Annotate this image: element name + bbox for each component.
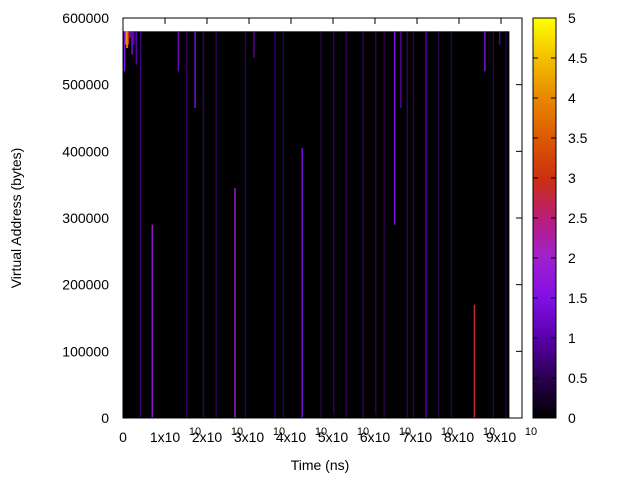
heatmap-stripe bbox=[412, 31, 415, 419]
x-tick-label: 3x10 bbox=[234, 429, 265, 445]
heatmap-stripe bbox=[406, 31, 408, 419]
heatmap-stripe bbox=[129, 31, 131, 38]
x-tick-label: 4x10 bbox=[276, 429, 307, 445]
heatmap-stripe bbox=[400, 31, 402, 108]
y-axis-label: Virtual Address (bytes) bbox=[8, 148, 24, 289]
heatmap-stripe bbox=[438, 31, 440, 419]
x-tick-exponent: 10 bbox=[189, 426, 201, 438]
heatmap-stripe bbox=[282, 31, 284, 419]
x-tick-label: 5x10 bbox=[318, 429, 349, 445]
y-tick-label: 100000 bbox=[62, 343, 109, 359]
heatmap-stripe bbox=[345, 31, 347, 419]
colorbar-ticks: 0 0.5 1 1.5 2 2.5 3 3.5 4 4.5 5 bbox=[533, 10, 588, 426]
heatmap-stripe bbox=[362, 31, 364, 419]
colorbar-tick-label: 2 bbox=[568, 250, 576, 266]
x-tick-exponent: 10 bbox=[441, 426, 453, 438]
heatmap-stripe bbox=[135, 31, 137, 65]
y-tick-label: 300000 bbox=[62, 210, 109, 226]
heatmap-stripe bbox=[186, 31, 188, 419]
heatmap-stripe bbox=[473, 304, 476, 418]
plot-area bbox=[122, 17, 523, 419]
heatmap-stripe bbox=[450, 31, 452, 419]
x-tick-label: 8x10 bbox=[444, 429, 475, 445]
colorbar-tick-label: 1 bbox=[568, 330, 576, 346]
x-tick-label: 6x10 bbox=[360, 429, 391, 445]
y-tick-label: 400000 bbox=[62, 143, 109, 159]
heatmap-stripe bbox=[492, 31, 494, 419]
heatmap-stripe bbox=[505, 31, 507, 419]
x-tick-exponent: 10 bbox=[231, 426, 243, 438]
x-tick-exponent: 10 bbox=[315, 426, 327, 438]
x-tick-exponent: 10 bbox=[357, 426, 369, 438]
heatmap-stripe bbox=[131, 31, 133, 55]
heatmap-stripe bbox=[202, 31, 205, 419]
heatmap-stripe bbox=[393, 31, 396, 225]
heatmap-stripe bbox=[126, 31, 128, 48]
colorbar-tick-label: 0.5 bbox=[568, 370, 588, 386]
y-tick-label: 0 bbox=[101, 410, 109, 426]
colorbar-tick-label: 0 bbox=[568, 410, 576, 426]
heatmap-stripe bbox=[375, 31, 377, 419]
heatmap-stripe bbox=[127, 31, 130, 45]
heatmap-stripe bbox=[253, 31, 255, 58]
x-tick-label: 2x10 bbox=[192, 429, 223, 445]
colorbar-tick-label: 3.5 bbox=[568, 130, 588, 146]
colorbar-tick-label: 1.5 bbox=[568, 290, 588, 306]
heatmap-stripe bbox=[274, 31, 276, 419]
heatmap-stripe bbox=[215, 31, 217, 419]
x-tick-exponent: 10 bbox=[525, 426, 537, 438]
colorbar: 0 0.5 1 1.5 2 2.5 3 3.5 4 4.5 5 bbox=[532, 10, 588, 426]
x-tick-label: 7x10 bbox=[402, 429, 433, 445]
heatmap-stripe bbox=[244, 31, 247, 419]
y-axis-ticks: 0 100000 200000 300000 400000 500000 600000 bbox=[62, 10, 522, 426]
colorbar-tick-label: 4 bbox=[568, 90, 576, 106]
heatmap-stripe bbox=[333, 31, 335, 419]
x-tick-exponent: 10 bbox=[483, 426, 495, 438]
x-tick-label: 1x10 bbox=[150, 429, 181, 445]
heatmap-stripe bbox=[484, 31, 486, 72]
heatmap-stripe bbox=[123, 31, 126, 72]
y-tick-label: 200000 bbox=[62, 277, 109, 293]
heatmap-stripe bbox=[234, 188, 236, 418]
x-tick-label: 0 bbox=[119, 429, 127, 445]
heatmap-stripe bbox=[320, 31, 322, 419]
y-tick-label: 600000 bbox=[62, 10, 109, 26]
x-tick-exponent: 10 bbox=[399, 426, 411, 438]
access-stripes bbox=[123, 31, 507, 419]
y-tick-label: 500000 bbox=[62, 77, 109, 93]
colorbar-tick-label: 5 bbox=[568, 10, 576, 26]
heatmap-stripe bbox=[133, 31, 135, 45]
heatmap-stripe bbox=[151, 224, 153, 418]
heatmap-stripe bbox=[194, 31, 196, 108]
x-tick-label: 9x10 bbox=[486, 429, 517, 445]
heatmap-stripe bbox=[383, 31, 385, 419]
heatmap-stripe bbox=[125, 31, 127, 45]
colorbar-tick-label: 3 bbox=[568, 170, 576, 186]
x-tick-exponent: 10 bbox=[273, 426, 285, 438]
heatmap-stripe bbox=[301, 148, 303, 418]
colorbar-tick-label: 4.5 bbox=[568, 50, 588, 66]
heatmap-stripe bbox=[139, 31, 142, 419]
x-axis-label: Time (ns) bbox=[291, 457, 350, 473]
heatmap-stripe bbox=[425, 31, 427, 419]
heatmap-stripe bbox=[498, 31, 501, 45]
colorbar-tick-label: 2.5 bbox=[568, 210, 588, 226]
heatmap-stripe bbox=[177, 31, 179, 72]
